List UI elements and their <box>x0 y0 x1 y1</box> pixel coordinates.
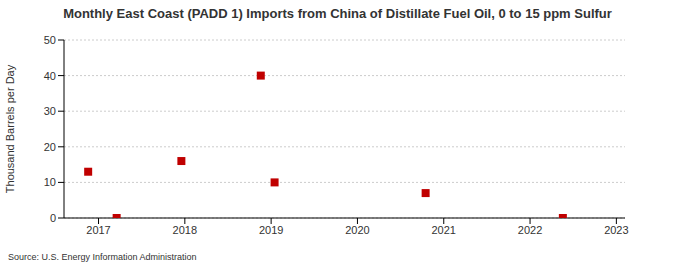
svg-text:40: 40 <box>44 70 56 82</box>
html-text:Monthly East Coast (PADD 1) Im: Monthly East Coast (PADD 1) Imports from… <box>63 6 612 21</box>
svg-text:10: 10 <box>44 176 56 188</box>
svg-text:2022: 2022 <box>518 224 542 236</box>
svg-text:20: 20 <box>44 141 56 153</box>
svg-text:50: 50 <box>44 34 56 46</box>
svg-text:2023: 2023 <box>604 224 628 236</box>
svg-text:2018: 2018 <box>173 224 197 236</box>
svg-text:Thousand Barrels per Day: Thousand Barrels per Day <box>8 64 16 193</box>
html-text:Source: U.S. Energy Informatio: Source: U.S. Energy Information Administ… <box>8 252 197 262</box>
svg-text:2020: 2020 <box>345 224 369 236</box>
svg-text:2017: 2017 <box>86 224 110 236</box>
svg-text:0: 0 <box>50 212 56 224</box>
svg-text:2019: 2019 <box>259 224 283 236</box>
svg-text:30: 30 <box>44 105 56 117</box>
svg-text:2021: 2021 <box>432 224 456 236</box>
